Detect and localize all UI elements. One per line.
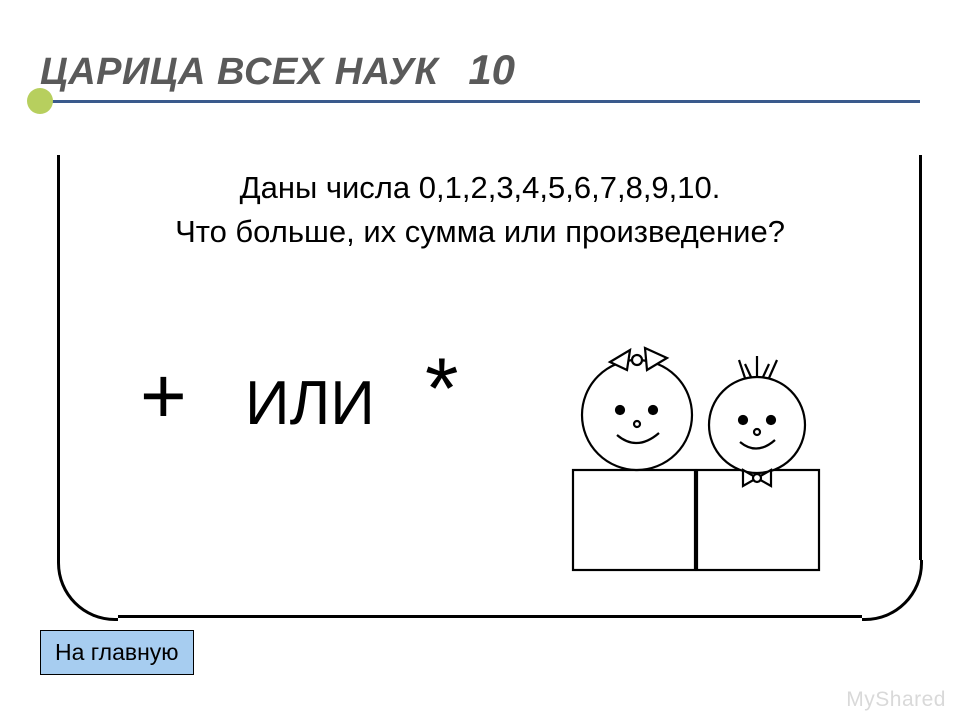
title-text: ЦАРИЦА ВСЕХ НАУК xyxy=(40,51,438,94)
slide: ЦАРИЦА ВСЕХ НАУК 10 Даны числа 0,1,2,3,4… xyxy=(0,0,960,720)
frame-border xyxy=(57,615,922,618)
title-points: 10 xyxy=(468,46,515,94)
watermark-text: MyShared xyxy=(846,688,946,712)
home-button[interactable]: На главную xyxy=(40,630,194,675)
question-line-1: Даны числа 0,1,2,3,4,5,6,7,8,9,10. xyxy=(0,170,960,206)
kids-illustration-icon xyxy=(545,320,865,580)
question-line-2: Что больше, их сумма или произведение? xyxy=(0,214,960,250)
asterisk-symbol: * xyxy=(425,340,458,439)
slide-title: ЦАРИЦА ВСЕХ НАУК 10 xyxy=(40,46,515,94)
title-underline xyxy=(40,100,920,103)
plus-symbol: + xyxy=(140,350,187,442)
or-label: ИЛИ xyxy=(245,368,375,439)
title-bullet-icon xyxy=(27,88,53,114)
